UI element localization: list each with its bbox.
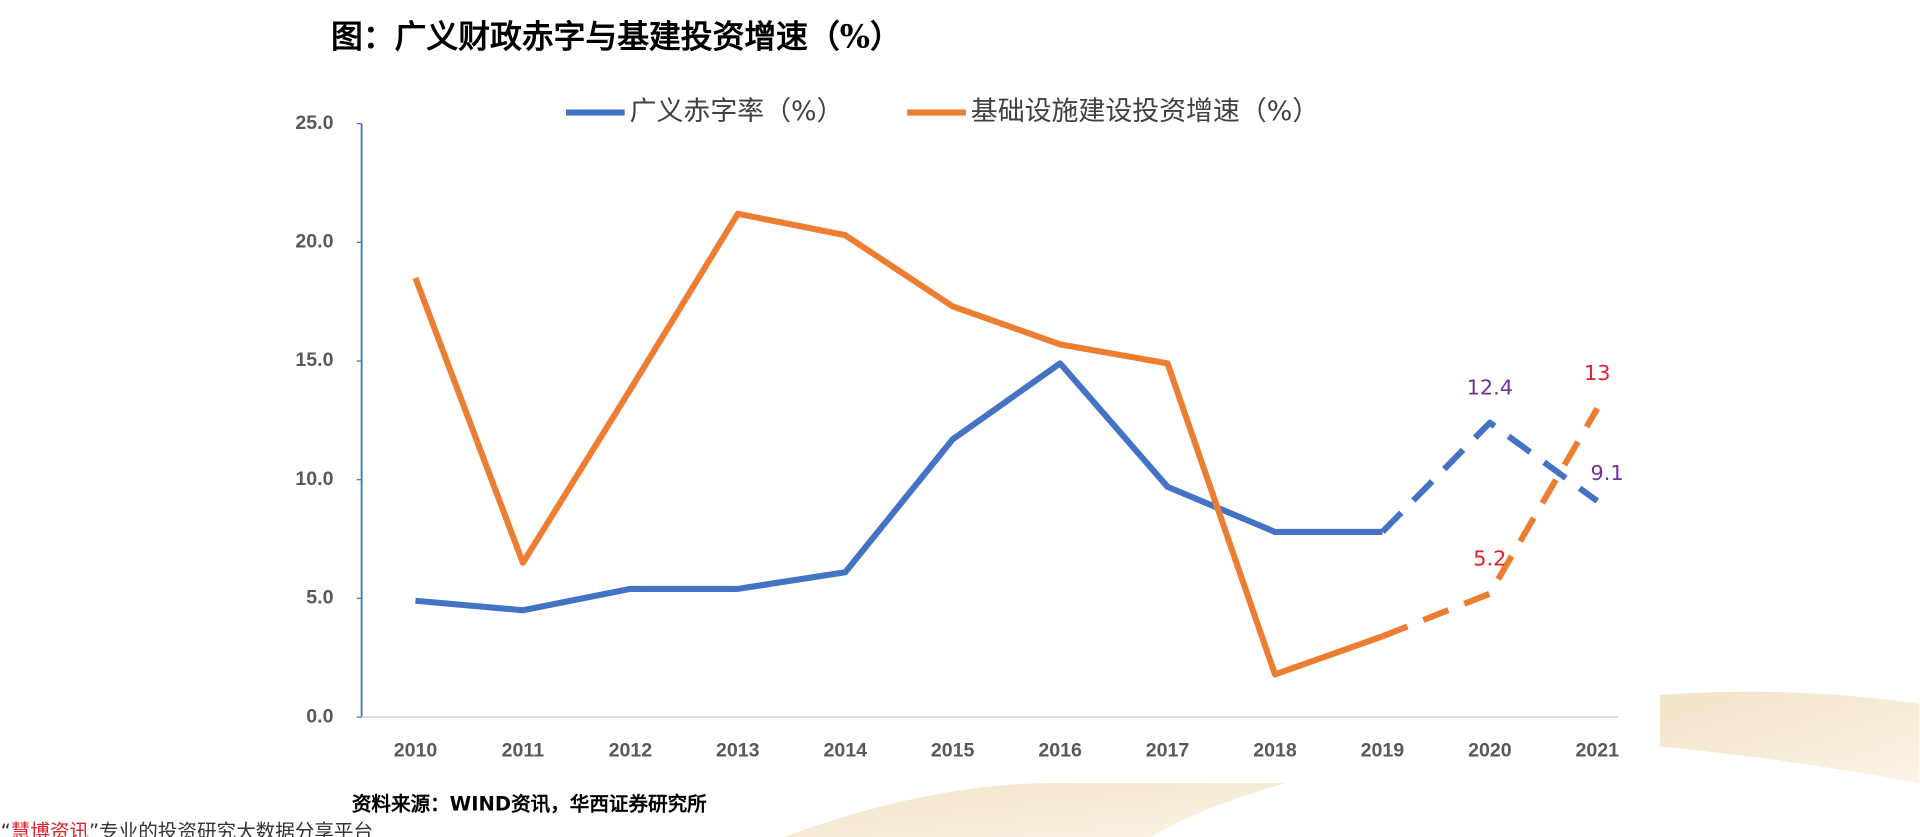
x-tick-label: 2015 (931, 740, 975, 762)
footer-text: ”专业的投资研究大数据分享平台 (89, 820, 373, 837)
x-tick-label: 2021 (1576, 740, 1620, 762)
x-tick-label: 2010 (394, 740, 438, 762)
chart-title: 图：广义财政赤字与基建投资增速（%） (331, 18, 902, 56)
source-note: 资料来源：WIND资讯，华西证券研究所 (352, 793, 707, 816)
decoration (1659, 691, 1920, 784)
series-line (412, 210, 1384, 678)
data-label: 9.1 (1591, 461, 1624, 485)
forecast-line (1380, 419, 1600, 535)
footer: “慧博资讯”专业的投资研究大数据分享平台 (1, 820, 373, 837)
x-tick-label: 2020 (1468, 740, 1512, 762)
x-tick-label: 2011 (502, 740, 545, 762)
legend-label: 基础设施建设投资增速（%） (971, 96, 1319, 127)
x-tick-label: 2016 (1038, 740, 1082, 762)
data-label: 5.2 (1473, 546, 1506, 570)
x-tick-label: 2018 (1253, 740, 1297, 762)
footer-brand: 慧博资讯 (11, 820, 89, 837)
footer-quote: “ (1, 820, 11, 837)
data-label: 13 (1584, 361, 1610, 385)
x-tick-label: 2017 (1146, 740, 1190, 762)
y-tick-label: 10.0 (295, 468, 333, 490)
y-tick-label: 0.0 (306, 705, 333, 727)
x-tick-label: 2012 (609, 740, 653, 762)
y-tick-label: 25.0 (295, 112, 333, 134)
y-tick-label: 20.0 (295, 230, 333, 252)
forecast-line (1381, 406, 1600, 640)
legend-label: 广义赤字率（%） (630, 96, 844, 127)
x-tick-label: 2019 (1361, 740, 1405, 762)
data-label: 12.4 (1467, 375, 1513, 399)
y-tick-label: 5.0 (306, 587, 333, 609)
x-tick-label: 2014 (823, 740, 867, 762)
decoration (783, 783, 1286, 837)
x-tick-label: 2013 (716, 740, 760, 762)
series-line (415, 360, 1383, 614)
y-tick-label: 15.0 (295, 349, 333, 371)
